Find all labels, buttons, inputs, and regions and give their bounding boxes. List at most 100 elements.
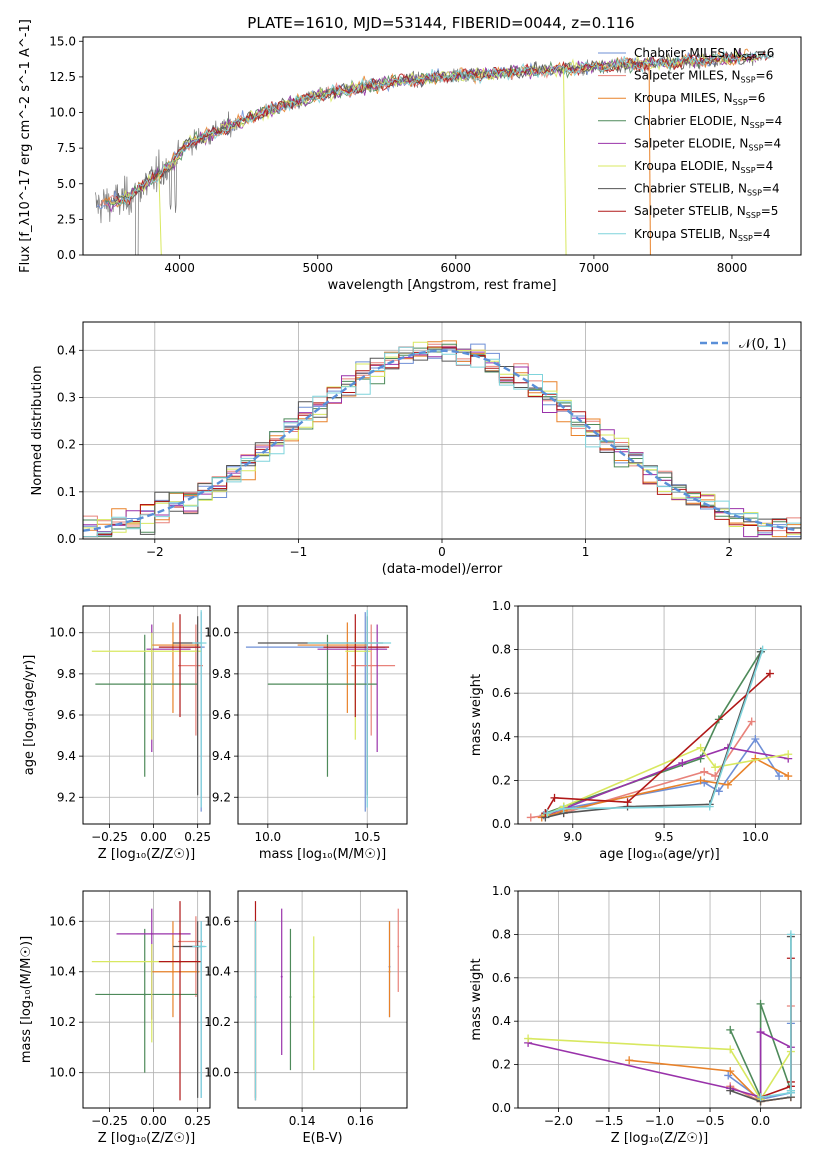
y-axis-label: age [log₁₀(age/yr)] (22, 655, 37, 776)
mass-weight-marker (786, 930, 795, 939)
x-tick-label: 0.25 (184, 830, 211, 844)
y-tick-label: 9.2 (212, 790, 231, 804)
mass-weight-marker (524, 1034, 533, 1043)
age_vs_Z-axes: −0.25 0.00 0.25 9.2 9.4 9.6 9.8 10.0 Z [log₁₀(Z/… (22, 605, 211, 862)
x-axis-label: Z [log₁₀(Z/Z☉)] (98, 1131, 195, 1146)
y-tick-label: 0.8 (492, 927, 511, 941)
mass-weight-marker (726, 1025, 735, 1034)
y-tick-label: 10.6 (204, 914, 231, 928)
mass-weight-marker (758, 645, 767, 654)
y-tick-label: 9.4 (212, 749, 231, 763)
y-tick-label: 10.0 (204, 1066, 231, 1080)
legend-entry: Kroupa MILES, NSSP=6 (598, 91, 765, 107)
mass-weight-marker (726, 1067, 735, 1076)
data-point (376, 648, 379, 651)
x-tick-label: 10.0 (742, 830, 769, 844)
spectrum-drop-line (648, 63, 651, 255)
axes-frame (517, 605, 802, 825)
weight_vs_age-plot-area (526, 645, 793, 822)
x-tick-label: 0.14 (289, 1114, 316, 1128)
mass-weight-marker (775, 772, 784, 781)
y-tick-label: 0.0 (492, 817, 511, 831)
mass-weight-marker (724, 1071, 733, 1080)
data-point (397, 945, 400, 948)
y-tick-label: 0.4 (492, 1014, 511, 1028)
age_vs_Z-plot-area (91, 610, 207, 812)
y-tick-label: 9.8 (57, 667, 76, 681)
axes-frame (517, 890, 802, 1109)
age_vs_mass-plot-area (245, 610, 396, 812)
legend-entry: Salpeter ELODIE, NSSP=4 (598, 136, 781, 152)
x-tick-label: −0.25 (91, 830, 128, 844)
x-axis-label: wavelength [Angstrom, rest frame] (328, 278, 557, 293)
x-tick-label: 1 (582, 545, 590, 559)
y-tick-label: 12.5 (49, 70, 76, 84)
x-tick-label: 0.00 (140, 830, 167, 844)
mass-weight-marker (751, 734, 760, 743)
mass-weight-line (546, 649, 764, 814)
y-tick-label: 0.6 (492, 971, 511, 985)
x-tick-label: 6000 (441, 261, 472, 275)
x-tick-label: 0 (438, 545, 446, 559)
data-point (171, 644, 174, 647)
spectrum-model-line (107, 48, 757, 213)
legend-entry: Salpeter STELIB, NSSP=5 (598, 204, 778, 220)
mass_vs_Z-axes: −0.25 0.00 0.25 10.0 10.2 10.4 10.6 Z [log₁₀(Z/… (19, 890, 211, 1146)
mass-weight-marker (526, 813, 535, 822)
mass-weight-marker (705, 802, 714, 811)
y-tick-label: 0.4 (57, 343, 76, 357)
y-tick-label: 9.2 (57, 790, 76, 804)
axes-frame (82, 605, 211, 825)
data-point (254, 995, 257, 998)
mass-weight-marker (678, 758, 687, 767)
y-tick-label: 10.2 (49, 1015, 76, 1029)
y-tick-label: 0.4 (492, 730, 511, 744)
weight_vs_age-axes: 9.0 9.5 10.0 0.0 0.2 0.4 0.6 0.8 1.0 age [log₁₀(a… (469, 599, 802, 862)
mass-weight-marker (726, 1086, 735, 1095)
y-tick-label: 2.5 (57, 212, 76, 226)
y-tick-label: 5.0 (57, 177, 76, 191)
y-tick-label: 0.0 (57, 532, 76, 546)
x-tick-label: 2 (725, 545, 733, 559)
x-tick-label: 9.5 (655, 830, 674, 844)
y-axis-label: Normed distribution (30, 366, 45, 496)
x-tick-label: 10.0 (254, 830, 281, 844)
mass_vs_Z-plot-area (91, 901, 207, 1101)
mass-weight-marker (784, 772, 793, 781)
residuals-plot-area (83, 340, 801, 538)
mass-weight-marker (765, 669, 774, 678)
axes-frame (82, 36, 802, 256)
y-tick-label: 10.0 (204, 626, 231, 640)
x-tick-label: 9.0 (563, 830, 582, 844)
x-tick-label: −1.5 (594, 1114, 623, 1128)
mass-weight-marker (696, 776, 705, 785)
mass-weight-marker (711, 763, 720, 772)
mass-weight-marker (550, 793, 559, 802)
mass_vs_ebv-plot-area (254, 901, 400, 1101)
legend-entry: Salpeter MILES, NSSP=6 (598, 69, 773, 85)
y-tick-label: 10.0 (49, 1066, 76, 1080)
x-tick-label: −1.0 (645, 1114, 674, 1128)
mass-weight-marker (559, 804, 568, 813)
legend-label: Kroupa MILES, NSSP=6 (634, 91, 765, 107)
data-point (194, 664, 197, 667)
mass-weight-marker (786, 1086, 795, 1095)
y-tick-label: 9.4 (57, 749, 76, 763)
x-axis-label: E(B-V) (302, 1131, 342, 1146)
residual-histogram-line (83, 348, 801, 538)
y-tick-label: 10.2 (204, 1015, 231, 1029)
y-tick-label: 0.0 (492, 1101, 511, 1115)
y-tick-label: 15.0 (49, 34, 76, 48)
legend-label: Salpeter STELIB, NSSP=5 (634, 204, 778, 220)
x-axis-label: Z [log₁₀(Z/Z☉)] (98, 847, 195, 862)
mass-weight-marker (723, 780, 732, 789)
mass-weight-marker (747, 717, 756, 726)
residuals-axes: −2 −1 0 1 2 0.0 0.1 0.2 0.3 0.4 (data-model)/error… (30, 321, 802, 577)
x-tick-label: 0.0 (751, 1114, 770, 1128)
data-point (150, 960, 153, 963)
legend-label: Chabrier STELIB, NSSP=4 (634, 182, 780, 198)
y-tick-label: 1.0 (492, 884, 511, 898)
y-tick-label: 9.6 (212, 708, 231, 722)
legend-label: 𝒩(0, 1) (739, 337, 786, 352)
weight_vs_Z-plot-area (524, 930, 795, 1106)
